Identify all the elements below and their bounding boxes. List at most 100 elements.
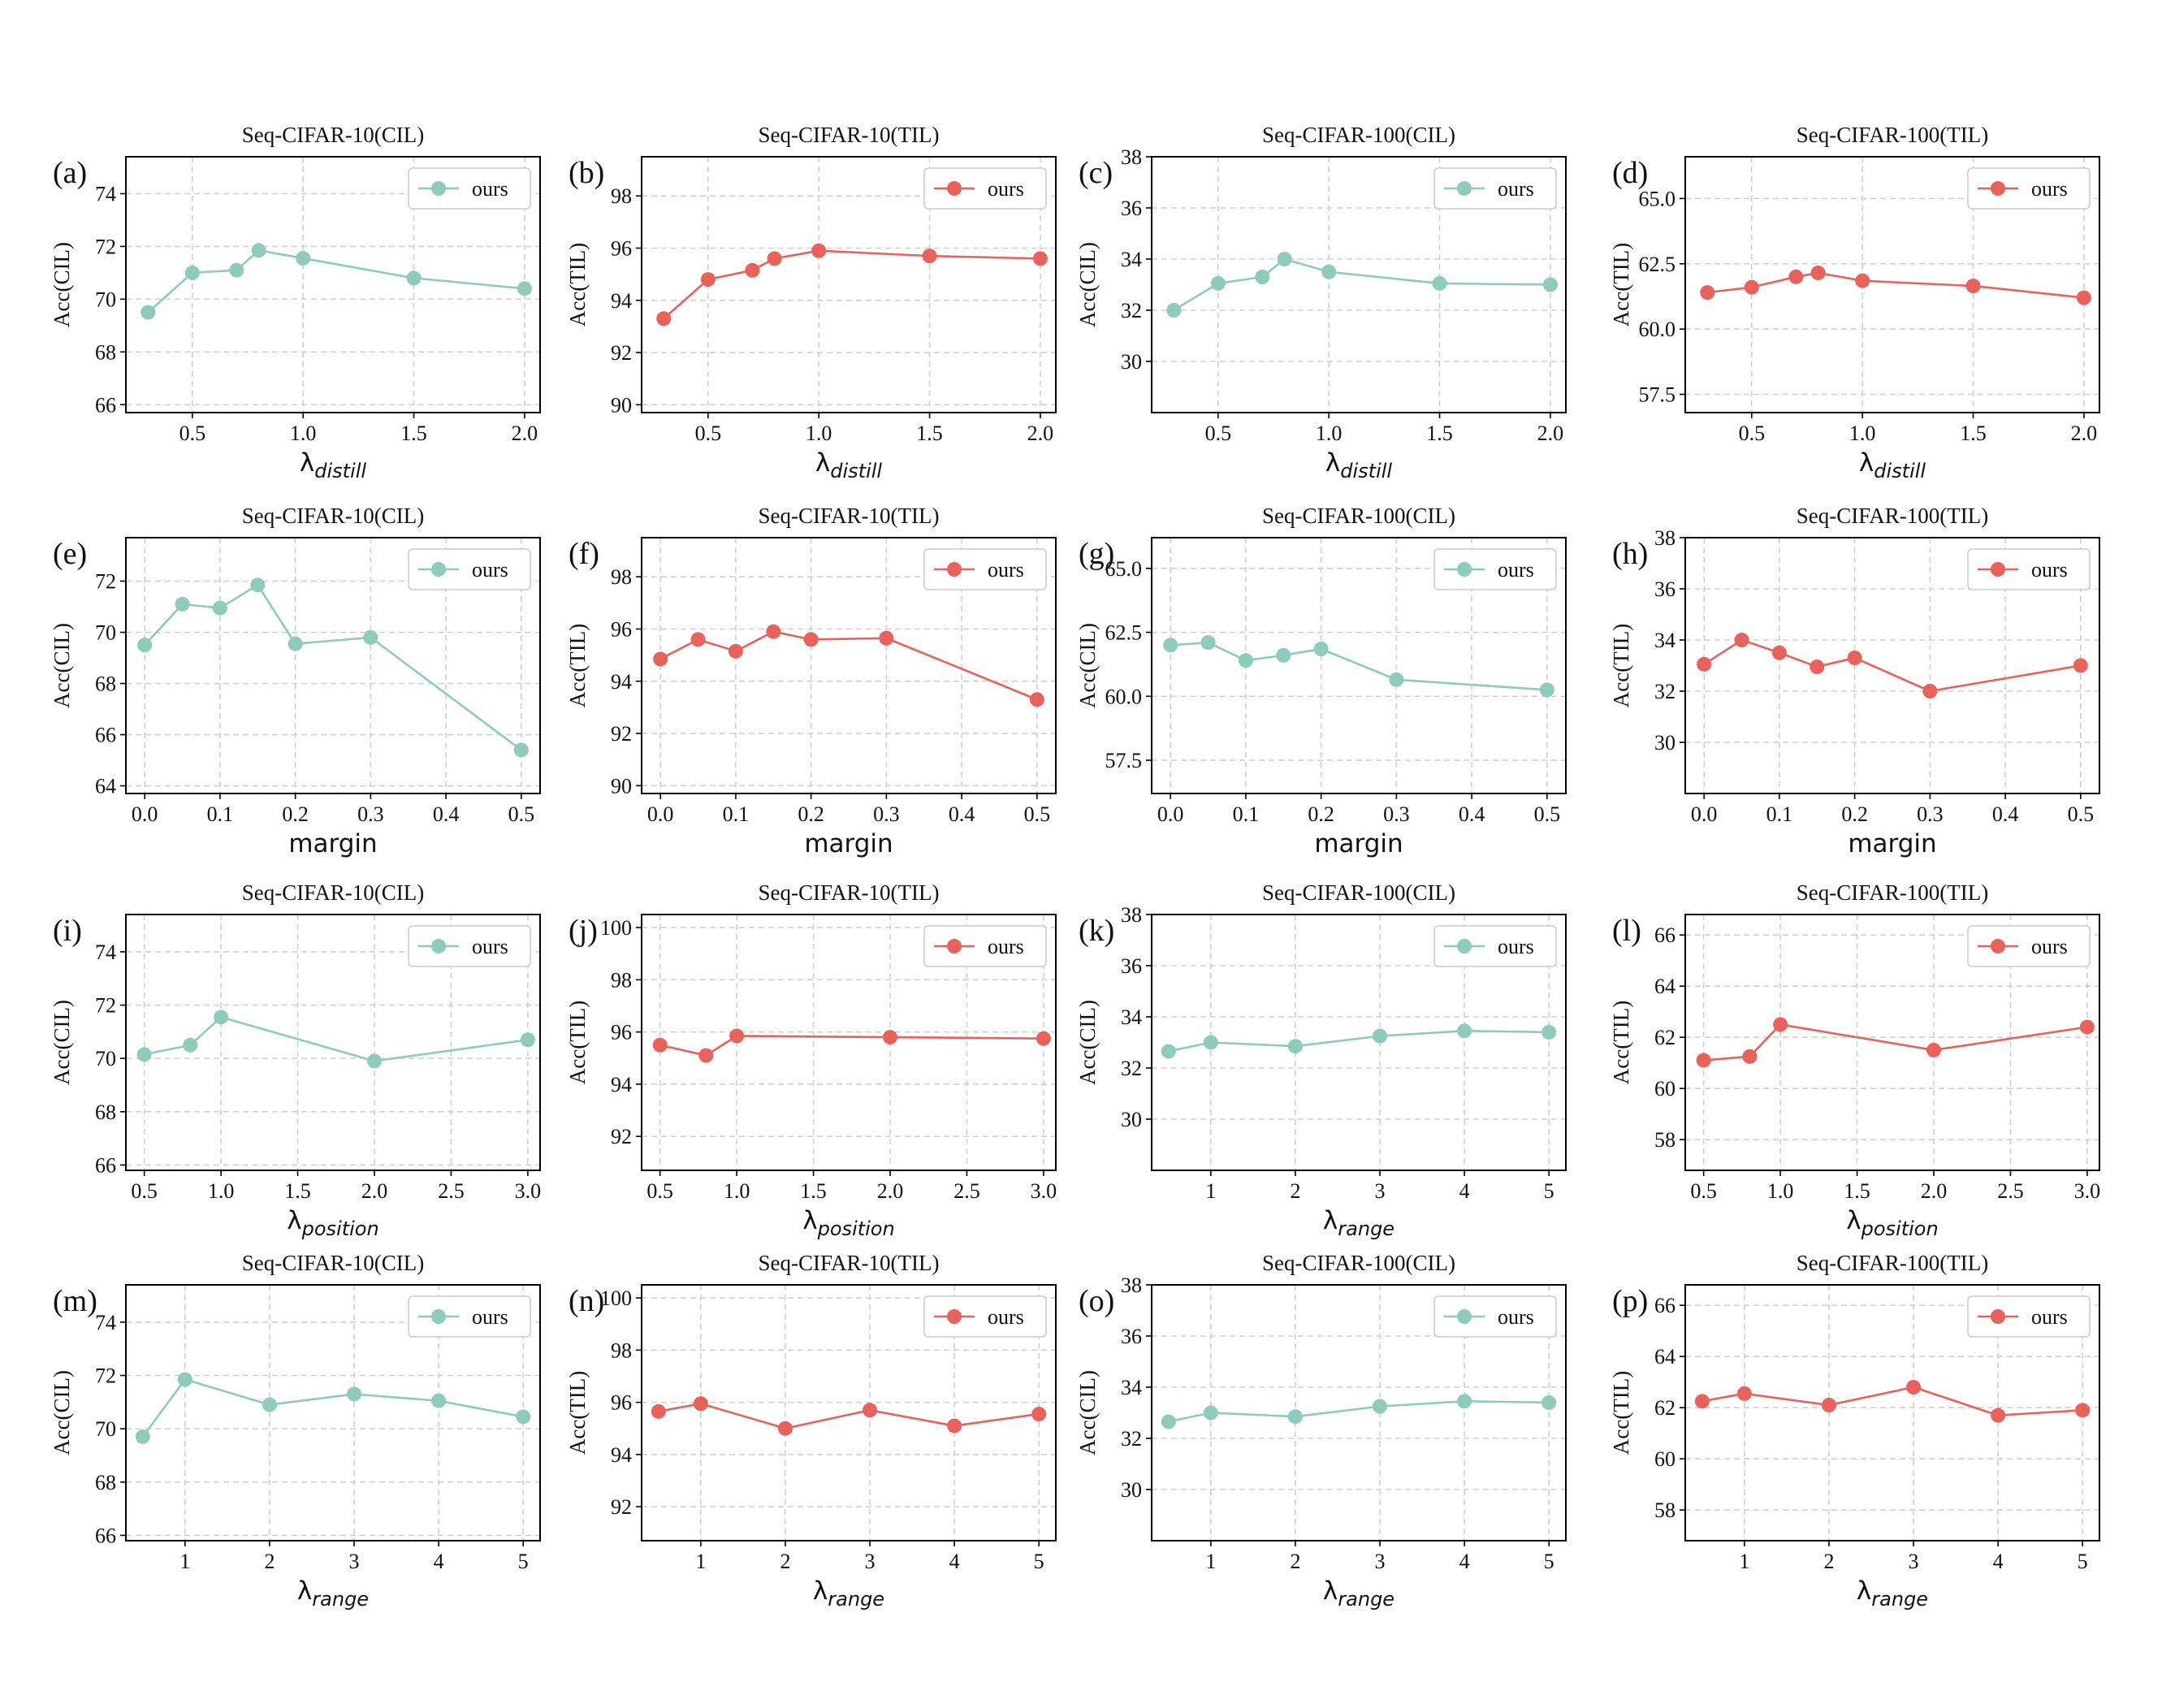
data-point [516,1409,531,1425]
y-tick-label: 68 [95,340,116,364]
data-point [863,1403,878,1418]
x-tick-label: 2 [1823,1550,1834,1573]
data-point [250,577,266,593]
x-axis-label-main: λ [802,1206,817,1235]
x-axis-label-subscript: range [1338,1588,1394,1611]
chart-title: Seq-CIFAR-100(TIL) [1797,880,1988,905]
y-tick-label: 64 [1654,975,1676,998]
x-tick-label: 4 [1459,1550,1470,1573]
legend-label: ours [472,558,508,582]
panel-label: (i) [53,914,82,948]
y-tick-label: 100 [600,1286,632,1310]
x-tick-label: 0.4 [1992,802,2019,826]
data-point [513,742,529,758]
panel-m: 1 2 3 4 5 66 68 70 72 74 Seq-CIFAR-10(CIL) (m) Acc(C… [50,1251,541,1611]
legend-label: ours [988,1305,1024,1329]
panel-label: (h) [1612,537,1648,571]
data-point [1810,659,1825,675]
chart-title: Seq-CIFAR-10(TIL) [759,880,940,905]
panel-k: 1 2 3 4 53032343638Seq-CIFAR-100(CIL)(k)Acc(… [1075,880,1567,1240]
legend-box [1967,1295,2091,1338]
data-point [136,1047,152,1062]
data-point [700,272,716,288]
data-point [175,596,190,612]
legend-box [1433,167,1557,210]
data-point [767,251,782,266]
legend-marker [1457,1309,1472,1324]
x-tick-label: 0.0 [132,802,158,826]
y-axis-label: Acc(TIL) [565,1001,590,1084]
y-axis-label: Acc(CIL) [1075,1370,1100,1455]
legend-box [1433,1295,1557,1338]
x-axis-label-main: λ [1323,1206,1338,1235]
x-tick-label: 4 [434,1550,444,1573]
data-point [698,1048,714,1063]
y-tick-label: 98 [611,184,632,208]
data-point [1238,653,1253,668]
axes-frame [1151,156,1567,413]
y-tick-label: 64 [95,775,116,798]
data-point [288,636,303,651]
legend-box [1433,925,1557,967]
x-tick-label: 1 [1205,1550,1216,1573]
y-tick-label: 30 [1654,731,1676,755]
data-point [1210,275,1226,291]
legend-label: ours [2031,935,2068,958]
x-tick-label: 0.5 [2068,802,2095,826]
y-tick-label: 64 [1654,1345,1676,1369]
y-axis-label: Acc(CIL) [1075,1000,1100,1085]
y-tick-label: 34 [1121,248,1142,271]
legend-marker [947,939,962,953]
y-tick-label: 36 [1121,197,1142,220]
panel-n: 1 2 3 4 5 92 94 96 98 100 Seq-CIFAR-10(TIL) (n) Acc(… [565,1251,1057,1611]
y-tick-label: 92 [611,1125,632,1148]
legend-box [923,548,1047,590]
data-point [1036,1031,1051,1046]
series-line-ours [141,1377,524,1438]
y-tick-label: 62 [1654,1396,1676,1420]
data-point [652,1037,668,1053]
y-tick-label: 38 [1121,903,1142,927]
panel-label: (m) [53,1284,97,1318]
x-tick-label: 1.5 [284,1179,311,1203]
series-line-ours [663,249,1040,320]
x-axis-label: λposition [802,1206,894,1240]
axes-frame [125,537,541,794]
data-point [1255,270,1270,285]
x-axis-label: λrange [1323,1576,1394,1611]
legend-marker [1991,1309,2005,1324]
y-tick-label: 74 [95,940,116,964]
data-point [2076,290,2091,305]
data-point [1847,651,1862,666]
series-line-ours [144,583,522,751]
panel-label: (n) [569,1284,604,1318]
y-tick-label: 30 [1121,350,1142,374]
y-tick-label: 94 [611,1443,632,1467]
x-axis-label-subscript: distill [314,460,366,482]
legend-box [1967,925,2091,967]
legend: ours [1433,167,1557,210]
legend-marker [1457,181,1472,196]
series-line-ours [659,630,1038,701]
panel-label: (a) [53,156,87,190]
data-point [214,1010,229,1025]
legend-box [923,925,1047,967]
x-tick-label: 1.0 [806,422,832,445]
y-tick-label: 32 [1121,1057,1142,1080]
x-tick-label: 0.4 [949,802,975,826]
data-point [1821,1398,1836,1413]
x-tick-label: 1.5 [800,1179,827,1203]
data-point [777,1420,793,1436]
x-tick-label: 0.1 [207,802,234,826]
x-axis-label-subscript: position [817,1217,895,1240]
axes-frame [125,156,541,413]
x-axis-label-subscript: range [1338,1217,1394,1240]
y-axis-label: Acc(TIL) [1609,243,1633,326]
legend: ours [1433,1295,1557,1338]
data-point [1991,1407,2006,1423]
legend-label: ours [472,935,508,958]
x-tick-label: 5 [1544,1550,1554,1573]
panel-c: 0.5 1.0 1.5 2.0 30 32 34 36 38 Seq-CIFAR-100(CIL)… [1075,123,1567,482]
y-tick-label: 96 [611,1391,632,1415]
panel-e: 0.0 0.1 0.2 0.3 0.4 0.5 64 66 68 70 72 Seq-CIFAR-10… [50,504,541,858]
